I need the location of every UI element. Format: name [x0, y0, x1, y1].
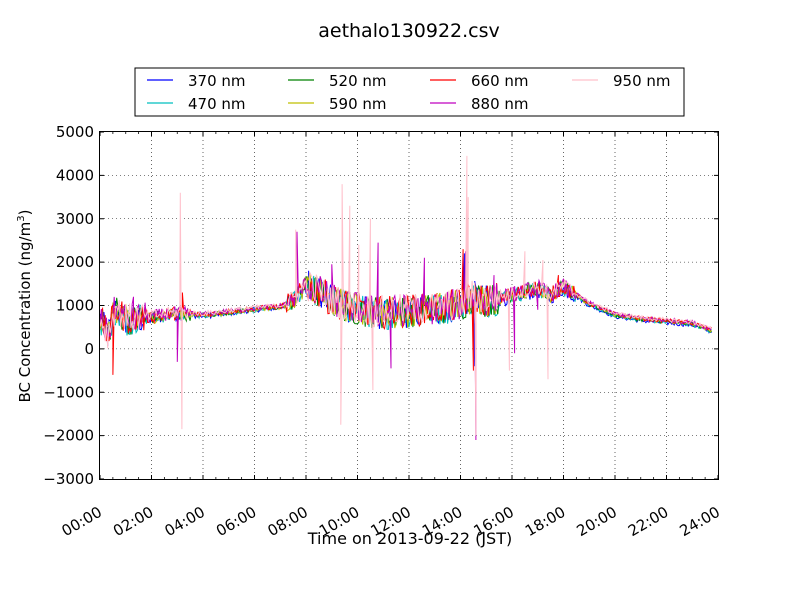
x-tick-label: 18:00 — [522, 503, 568, 540]
legend-label: 950 nm — [613, 72, 671, 90]
y-tick-label: 5000 — [56, 123, 94, 141]
series-line-950-nm — [100, 156, 712, 436]
y-tick-label: −3000 — [43, 470, 94, 488]
x-tick-label: 24:00 — [677, 503, 723, 540]
y-tick-label: −2000 — [43, 427, 94, 445]
series-line-880-nm — [100, 232, 712, 440]
y-tick-label: 1000 — [56, 297, 94, 315]
plot-lines — [100, 156, 712, 440]
legend-label: 880 nm — [471, 95, 529, 113]
x-axis-label: Time on 2013-09-22 (JST) — [307, 529, 512, 548]
legend-label: 590 nm — [329, 95, 387, 113]
x-tick-label: 04:00 — [162, 503, 208, 540]
x-tick-label: 08:00 — [265, 503, 311, 540]
y-tick-label: 4000 — [56, 166, 94, 184]
x-tick-label: 06:00 — [213, 503, 259, 540]
y-axis-label: BC Concentration (ng/m3) — [16, 210, 34, 403]
chart-legend: 370 nm 470 nm 520 nm 590 nm 660 nm 880 nm 950 … — [135, 68, 684, 116]
y-tick-label: 0 — [84, 340, 94, 358]
x-tick-label: 22:00 — [625, 503, 671, 540]
x-tick-label: 02:00 — [110, 503, 156, 540]
y-tick-label: 3000 — [56, 210, 94, 228]
legend-label: 370 nm — [188, 72, 246, 90]
y-tick-label: −1000 — [43, 383, 94, 401]
y-tick-label: 2000 — [56, 253, 94, 271]
x-tick-label: 20:00 — [574, 503, 620, 540]
y-axis-label-close: ) — [16, 210, 34, 216]
legend-label: 470 nm — [188, 95, 246, 113]
legend-label: 660 nm — [471, 72, 529, 90]
x-tick-label: 00:00 — [59, 503, 105, 540]
legend-label: 520 nm — [329, 72, 387, 90]
y-axis-label-main: BC Concentration (ng/m — [16, 222, 34, 403]
chart-figure: aethalo130922.csv 370 nm 470 nm 520 nm 590 … — [0, 0, 800, 600]
chart-title: aethalo130922.csv — [318, 20, 500, 42]
